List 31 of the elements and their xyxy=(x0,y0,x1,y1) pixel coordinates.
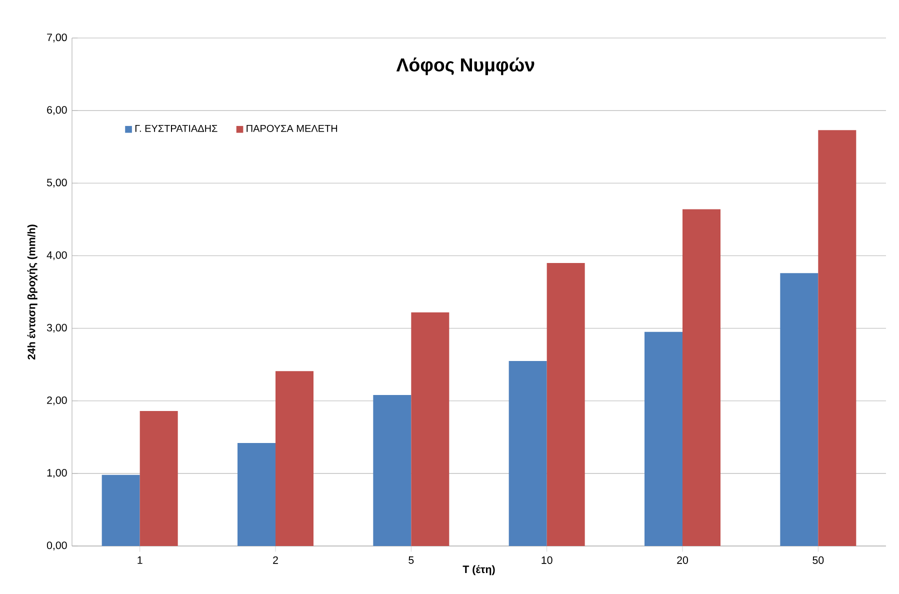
x-tick-label: 1 xyxy=(138,556,142,564)
bar xyxy=(411,312,450,546)
x-tick-label: 50 xyxy=(812,556,824,564)
x-tick-label: 20 xyxy=(677,556,688,564)
x-tick-label: 10 xyxy=(542,556,552,564)
bar xyxy=(102,474,140,546)
bar xyxy=(508,360,547,546)
x-tick-label: 2 xyxy=(273,556,278,564)
x-axis-title: T (έτη) xyxy=(462,565,495,576)
y-tick-label: 0,00 xyxy=(46,542,67,550)
legend-label: Γ. ΕΥΣΤΡΑΤΙΑΔΗΣ xyxy=(135,124,218,132)
text: Λόφος Νυμφών xyxy=(396,58,534,76)
bar xyxy=(373,395,412,546)
y-axis-title: 24h ένταση βροχής (mm/h) xyxy=(27,224,38,360)
y-tick-label: 7,00 xyxy=(47,34,67,42)
y-tick-label: 6,00 xyxy=(47,106,67,115)
bar xyxy=(818,130,856,546)
y-tick-label: 2,00 xyxy=(47,396,67,406)
bar xyxy=(644,332,682,546)
bar xyxy=(682,209,720,546)
legend-label: ΠΑΡΟΥΣΑ ΜΕΛΕΤΗ xyxy=(246,124,338,132)
bar xyxy=(140,411,178,546)
y-tick-label: 5,00 xyxy=(46,178,67,188)
bar xyxy=(546,262,585,546)
y-tick-label: 3,00 xyxy=(46,324,67,333)
y-tick-label: 4,00 xyxy=(46,251,67,260)
bar xyxy=(276,371,314,546)
x-tick-label: 5 xyxy=(408,556,414,564)
y-tick-label: 1,00 xyxy=(47,469,67,478)
bar xyxy=(780,273,818,546)
bar xyxy=(238,442,276,546)
